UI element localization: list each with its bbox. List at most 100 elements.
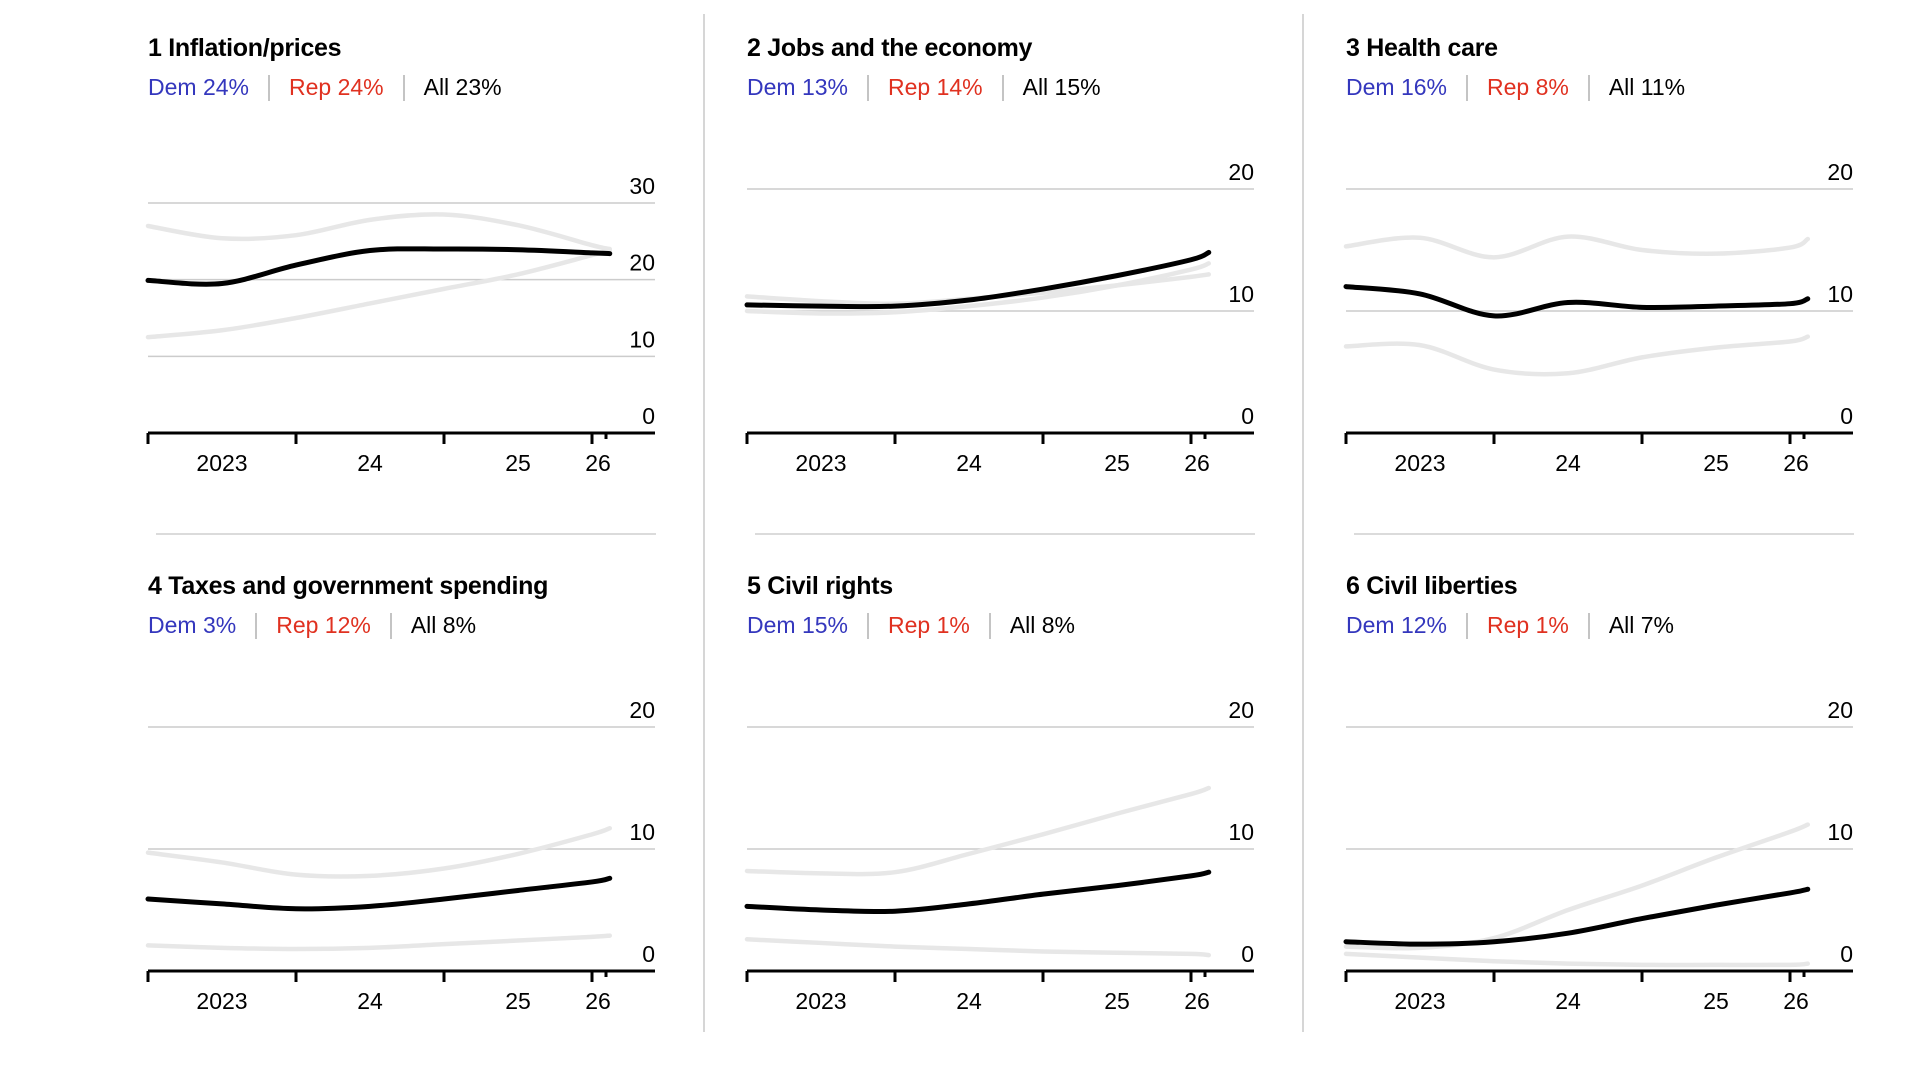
x-tick-label: 2023 <box>1394 450 1445 476</box>
chart-title: 4 Taxes and government spending <box>148 572 549 600</box>
x-tick-label: 26 <box>1184 450 1210 476</box>
y-tick-label: 20 <box>1228 159 1254 185</box>
column-divider <box>703 14 705 1032</box>
legend-divider <box>1587 74 1590 101</box>
legend-dem: Dem 24% <box>148 74 249 100</box>
chart-legend: Dem 24% Rep 24% All 23% <box>148 74 502 101</box>
x-tick-label: 2023 <box>196 450 247 476</box>
y-tick-label: 10 <box>629 326 655 352</box>
line-chart-canvas: 2023 24 25 26 20 10 0 <box>1343 697 1853 1014</box>
column-divider <box>1302 14 1304 1032</box>
line-chart-canvas: 2023 24 25 26 20 10 0 <box>1343 159 1853 476</box>
x-tick-label: 24 <box>357 450 383 476</box>
y-tick-label: 0 <box>1241 941 1254 967</box>
series-line-all <box>1343 886 1811 947</box>
series-line-dem <box>1343 822 1811 951</box>
chart-panel-inflation: 1 Inflation/prices Dem 24% Rep 24% All 2… <box>145 18 713 538</box>
series-line-dem <box>145 933 613 952</box>
x-tick-label: 2023 <box>795 988 846 1014</box>
legend-all: All 23% <box>423 74 502 100</box>
y-tick-label: 10 <box>629 819 655 845</box>
x-tick-label: 2023 <box>196 988 247 1014</box>
series-line-all <box>744 869 1212 915</box>
y-tick-label: 10 <box>1827 819 1853 845</box>
series-line-rep <box>145 212 613 252</box>
series-line-all <box>145 875 613 912</box>
chart-title: 6 Civil liberties <box>1346 572 1518 600</box>
series-line-all <box>145 246 613 287</box>
series-line-dem <box>1343 234 1811 260</box>
y-tick-label: 0 <box>642 403 655 429</box>
y-tick-label: 0 <box>642 941 655 967</box>
legend-all: All 11% <box>1608 74 1686 100</box>
chart-panel-healthcare: 3 Health care Dem 16% Rep 8% All 11% 202… <box>1343 18 1911 538</box>
legend-rep: Rep 14% <box>887 74 983 100</box>
legend-all: All 8% <box>410 612 477 638</box>
x-tick-label: 26 <box>1783 988 1809 1014</box>
y-tick-label: 10 <box>1228 819 1254 845</box>
y-tick-label: 0 <box>1241 403 1254 429</box>
x-tick-label: 24 <box>956 988 982 1014</box>
legend-divider <box>988 612 991 639</box>
legend-rep: Rep 8% <box>1486 74 1569 100</box>
chart-legend: Dem 13% Rep 14% All 15% <box>747 74 1101 101</box>
x-tick-label: 2023 <box>1394 988 1445 1014</box>
legend-dem: Dem 15% <box>747 612 848 638</box>
x-tick-label: 2023 <box>795 450 846 476</box>
x-tick-label: 26 <box>585 450 611 476</box>
x-tick-label: 25 <box>1703 988 1729 1014</box>
chart-legend: Dem 12% Rep 1% All 7% <box>1346 612 1674 639</box>
legend-divider <box>389 612 392 639</box>
legend-divider <box>1587 612 1590 639</box>
y-tick-label: 0 <box>1840 941 1853 967</box>
y-tick-label: 20 <box>1827 159 1853 185</box>
legend-divider <box>1001 74 1004 101</box>
legend-divider <box>267 74 270 101</box>
legend-all: All 7% <box>1608 612 1675 638</box>
chart-panel-civil-rights: 5 Civil rights Dem 15% Rep 1% All 8% 202… <box>744 556 1312 1076</box>
series-line-rep <box>145 826 613 879</box>
chart-legend: Dem 16% Rep 8% All 11% <box>1346 74 1685 101</box>
legend-rep: Rep 1% <box>1486 612 1569 638</box>
legend-divider <box>1465 612 1468 639</box>
chart-panel-jobs: 2 Jobs and the economy Dem 13% Rep 14% A… <box>744 18 1312 538</box>
y-tick-label: 20 <box>629 250 655 276</box>
x-tick-label: 26 <box>1184 988 1210 1014</box>
chart-panel-civil-liberties: 6 Civil liberties Dem 12% Rep 1% All 7% … <box>1343 556 1911 1076</box>
series-line-rep <box>1343 334 1811 377</box>
legend-dem: Dem 12% <box>1346 612 1447 638</box>
y-tick-label: 10 <box>1827 281 1853 307</box>
legend-divider <box>866 612 869 639</box>
chart-title: 1 Inflation/prices <box>148 34 342 62</box>
legend-rep: Rep 24% <box>288 74 384 100</box>
line-chart-canvas: 2023 24 25 26 30 20 10 0 <box>145 173 655 476</box>
legend-dem: Dem 3% <box>148 612 237 638</box>
x-tick-label: 26 <box>585 988 611 1014</box>
x-tick-label: 25 <box>505 988 531 1014</box>
row-separator <box>1354 533 1854 535</box>
y-tick-label: 20 <box>1827 697 1853 723</box>
chart-title: 5 Civil rights <box>747 572 893 600</box>
x-tick-label: 25 <box>505 450 531 476</box>
legend-dem: Dem 16% <box>1346 74 1447 100</box>
chart-title: 2 Jobs and the economy <box>747 34 1033 62</box>
line-chart-canvas: 2023 24 25 26 20 10 0 <box>145 697 655 1014</box>
legend-all: All 15% <box>1022 74 1101 100</box>
series-line-dem <box>744 785 1212 877</box>
legend-all: All 8% <box>1009 612 1076 638</box>
series-line-dem <box>145 248 613 340</box>
legend-divider <box>402 74 405 101</box>
y-tick-label: 20 <box>1228 697 1254 723</box>
legend-divider <box>255 612 258 639</box>
legend-divider <box>866 74 869 101</box>
series-line-rep <box>744 261 1212 316</box>
series-line-all <box>1343 284 1811 319</box>
x-tick-label: 24 <box>1555 450 1581 476</box>
legend-rep: Rep 12% <box>276 612 371 638</box>
chart-panel-taxes: 4 Taxes and government spending Dem 3% R… <box>145 556 713 1076</box>
y-tick-label: 30 <box>629 173 655 199</box>
y-tick-label: 20 <box>629 697 655 723</box>
x-tick-label: 25 <box>1104 450 1130 476</box>
y-tick-label: 0 <box>1840 403 1853 429</box>
series-line-rep <box>1343 951 1811 968</box>
